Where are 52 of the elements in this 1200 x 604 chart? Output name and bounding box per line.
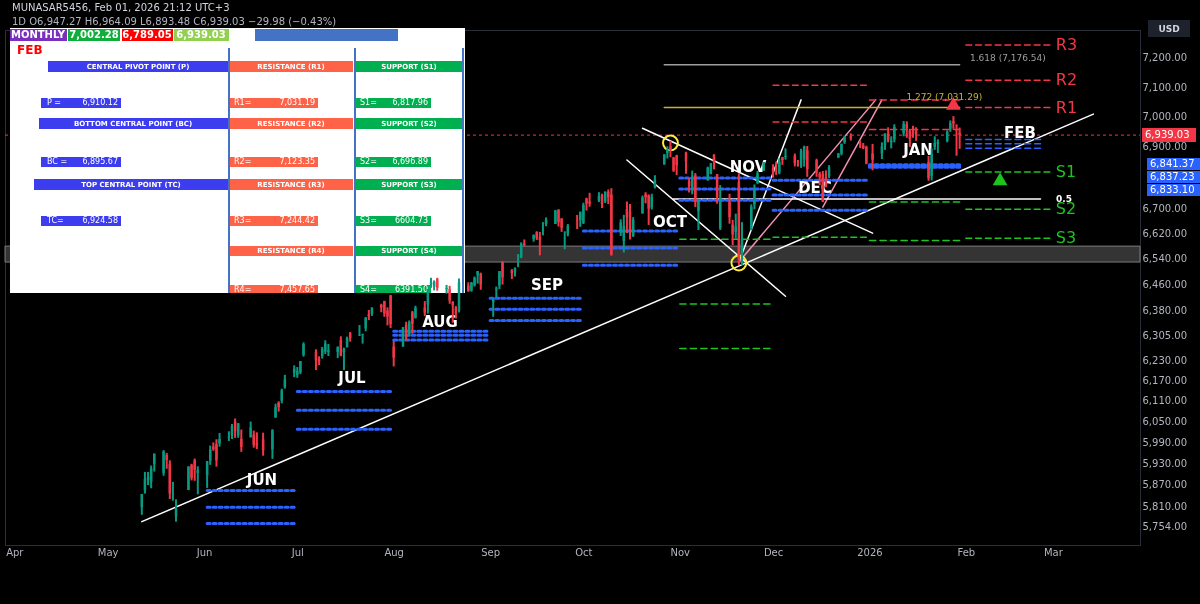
series-label: S1 bbox=[1055, 161, 1077, 181]
annotation: JUL bbox=[337, 369, 367, 387]
y-tick-label: 6,700.00 bbox=[1142, 202, 1188, 214]
ref-line-label: 6,939.03 bbox=[1145, 129, 1190, 141]
y-tick-label: 6,380.00 bbox=[1142, 305, 1188, 317]
annotation: SEP bbox=[530, 276, 564, 294]
x-tick-label: Oct bbox=[575, 546, 593, 558]
annotation: AUG bbox=[422, 313, 458, 331]
series-label: S3 bbox=[1055, 228, 1077, 248]
x-tick-label: Dec bbox=[763, 546, 784, 558]
x-tick-label: Sep bbox=[481, 546, 501, 558]
x-tick-label: Feb bbox=[957, 546, 976, 558]
annotation: JAN bbox=[902, 141, 933, 159]
y-tick-label: 7,100.00 bbox=[1142, 81, 1188, 93]
annotation: 1.272 (7,031.29) bbox=[906, 91, 983, 102]
y-tick-label: 6,110.00 bbox=[1142, 395, 1188, 407]
y-tick-label: 5,810.00 bbox=[1142, 500, 1188, 512]
text: 6,833.10 bbox=[1150, 184, 1195, 195]
x-tick-label: Jun bbox=[195, 546, 213, 558]
text: 6,841.37 bbox=[1150, 158, 1195, 169]
text: MUNASAR5456, Feb 01, 2026 21:12 UTC+3 bbox=[12, 2, 230, 13]
x-tick-label: May bbox=[97, 546, 119, 558]
y-tick-label: 5,990.00 bbox=[1142, 436, 1188, 448]
y-tick-label: 6,230.00 bbox=[1142, 354, 1188, 366]
annotation: OCT bbox=[653, 213, 688, 231]
y-tick-label: 6,460.00 bbox=[1142, 279, 1188, 291]
text: 1D O6,947.27 H6,964.09 L6,893.48 C6,939.03 −29.98 (−0.43%) bbox=[12, 16, 337, 27]
y-tick-label: 6,050.00 bbox=[1142, 416, 1188, 428]
x-tick-label: 2026 bbox=[857, 546, 883, 558]
y-tick-label: 5,870.00 bbox=[1142, 479, 1188, 491]
y-tick-label: 6,540.00 bbox=[1142, 253, 1188, 265]
y-tick-label: 6,305.00 bbox=[1142, 329, 1188, 341]
x-tick-label: Aug bbox=[384, 546, 404, 558]
y-tick-label: 5,930.00 bbox=[1142, 457, 1188, 469]
x-tick-label: Jul bbox=[290, 546, 304, 558]
series-label: R3 bbox=[1055, 35, 1078, 55]
text: 6,837.23 bbox=[1150, 171, 1195, 182]
x-tick-label: Apr bbox=[6, 546, 25, 558]
series-label: R2 bbox=[1055, 70, 1078, 90]
series-label: R1 bbox=[1055, 97, 1078, 117]
y-tick-label: 7,000.00 bbox=[1142, 111, 1188, 123]
text: USD bbox=[1158, 24, 1180, 34]
y-tick-label: 7,200.00 bbox=[1142, 52, 1188, 64]
y-tick-label: 6,620.00 bbox=[1142, 227, 1188, 239]
y-tick-label: 5,754.00 bbox=[1142, 520, 1188, 532]
y-tick-label: 6,900.00 bbox=[1142, 141, 1188, 153]
annotation: 1.618 (7,176.54) bbox=[970, 53, 1046, 63]
y-tick-label: 6,170.00 bbox=[1142, 375, 1188, 387]
x-tick-label: Nov bbox=[670, 546, 691, 558]
annotation: JUN bbox=[245, 471, 278, 489]
annotation: FEB bbox=[1004, 124, 1036, 142]
x-tick-label: Mar bbox=[1043, 546, 1064, 558]
